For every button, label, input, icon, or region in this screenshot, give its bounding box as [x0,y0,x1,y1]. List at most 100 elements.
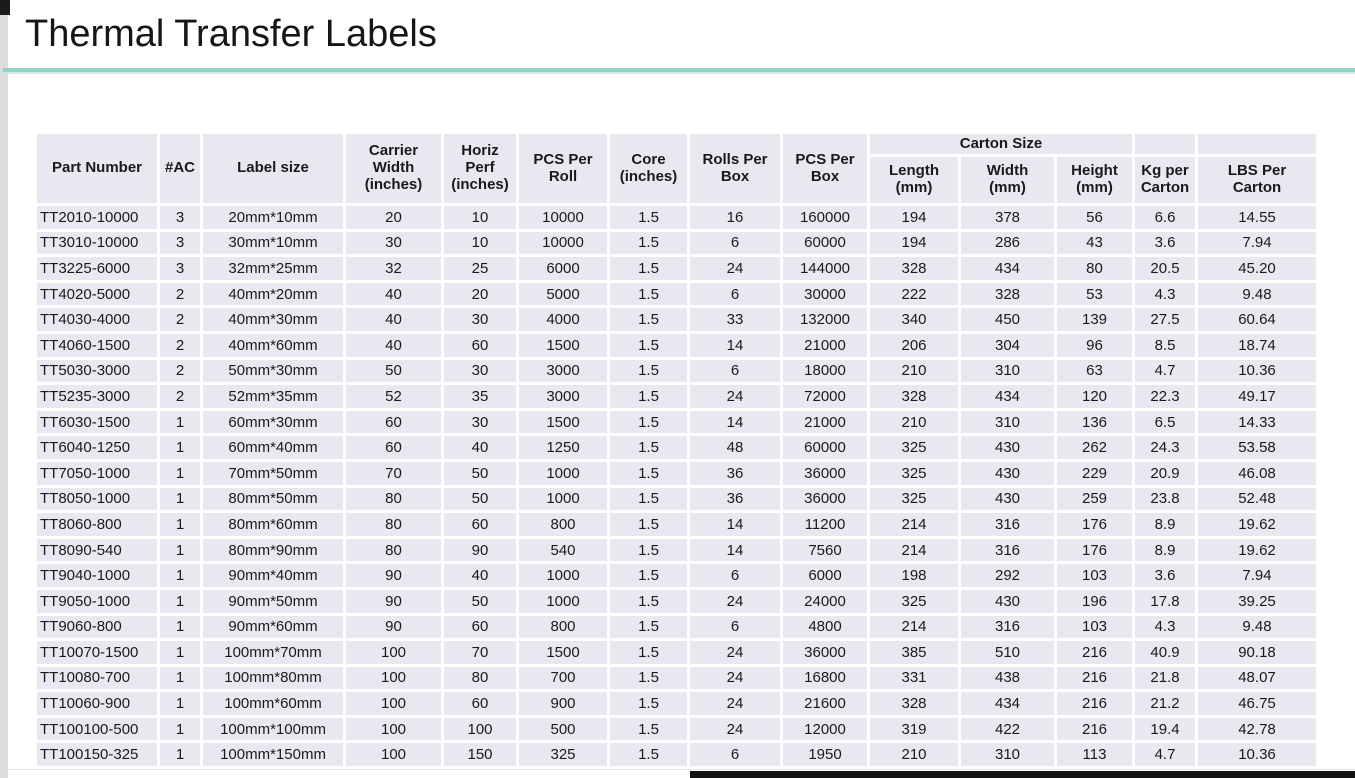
table-cell: 2 [160,282,200,306]
table-cell: 7.94 [1198,231,1316,255]
table-cell: 216 [1057,692,1132,715]
table-cell: 90 [346,615,441,639]
table-cell: 2 [160,308,200,331]
table-cell: 36000 [783,461,867,485]
table-cell: 160000 [783,206,867,229]
table-cell: 310 [961,743,1054,767]
table-cell: 40 [444,564,516,587]
table-cell: 3.6 [1135,564,1195,587]
table-cell: 100mm*150mm [203,743,343,767]
table-cell: 40.9 [1135,641,1195,664]
table-cell: 70mm*50mm [203,461,343,485]
table-cell: 1.5 [610,615,687,639]
table-cell: 19.62 [1198,538,1316,562]
table-cell: 18.74 [1198,333,1316,357]
table-cell: 325 [870,487,958,511]
table-cell: 3.6 [1135,231,1195,255]
table-cell: 40mm*20mm [203,282,343,306]
table-cell: 30 [444,359,516,383]
table-cell: 1500 [519,410,607,434]
table-cell: 80mm*50mm [203,487,343,511]
table-cell: 1.5 [610,692,687,715]
table-cell: 19.4 [1135,717,1195,741]
table-cell: 1 [160,589,200,613]
table-cell: 328 [961,282,1054,306]
table-cell: 1.5 [610,513,687,536]
table-cell: 53 [1057,282,1132,306]
table-cell: 6 [690,359,780,383]
table-cell: 36 [690,461,780,485]
table-cell: 1000 [519,564,607,587]
table-cell: 45.20 [1198,257,1316,280]
table-cell: 3 [160,231,200,255]
table-cell: 90 [444,538,516,562]
table-cell: 20.5 [1135,257,1195,280]
part-number-cell: TT3010-10000 [37,231,157,255]
table-cell: 14 [690,538,780,562]
table-cell: 10000 [519,206,607,229]
table-cell: 50mm*30mm [203,359,343,383]
table-cell: 90mm*60mm [203,615,343,639]
table-cell: 229 [1057,461,1132,485]
table-cell: 60000 [783,231,867,255]
table-cell: 43 [1057,231,1132,255]
column-header: Rolls Per Box [690,134,780,203]
table-cell: 14 [690,410,780,434]
table-cell: 2 [160,385,200,408]
table-cell: 7.94 [1198,564,1316,587]
table-cell: 8.5 [1135,333,1195,357]
table-cell: 10 [444,206,516,229]
carton-subheader: Length (mm) [870,157,958,203]
table-row: TT9040-1000 1 90mm*40mm 90 40 1000 1.5 6 6000 198… [37,564,1316,587]
table-cell: 40mm*60mm [203,333,343,357]
table-cell: 90.18 [1198,641,1316,664]
table-cell: 378 [961,206,1054,229]
table-cell: 24 [690,692,780,715]
table-cell: 331 [870,666,958,690]
table-cell: 12000 [783,717,867,741]
table-cell: 1000 [519,461,607,485]
table-cell: 1500 [519,333,607,357]
table-cell: 214 [870,615,958,639]
table-cell: 35 [444,385,516,408]
table-cell: 56 [1057,206,1132,229]
table-cell: 40 [346,282,441,306]
table-cell: 434 [961,385,1054,408]
table-cell: 22.3 [1135,385,1195,408]
table-cell: 14.33 [1198,410,1316,434]
table-cell: 80 [1057,257,1132,280]
table-cell: 30 [444,410,516,434]
header-spacer-cell [1198,134,1316,154]
table-cell: 14.55 [1198,206,1316,229]
table-cell: 1.5 [610,666,687,690]
part-number-cell: TT9050-1000 [37,589,157,613]
table-cell: 325 [870,461,958,485]
column-header: LBS Per Carton [1198,157,1316,203]
table-row: TT5030-3000 2 50mm*30mm 50 30 3000 1.5 6 18000 21… [37,359,1316,383]
table-cell: 103 [1057,564,1132,587]
table-cell: 103 [1057,615,1132,639]
table-cell: 80mm*60mm [203,513,343,536]
table-row: TT4020-5000 2 40mm*20mm 40 20 5000 1.5 6 30000 22… [37,282,1316,306]
table-cell: 3000 [519,385,607,408]
table-cell: 4.3 [1135,282,1195,306]
table-cell: 113 [1057,743,1132,767]
table-cell: 132000 [783,308,867,331]
table-cell: 1.5 [610,206,687,229]
table-cell: 36000 [783,641,867,664]
table-cell: 40 [444,436,516,459]
table-cell: 60 [444,692,516,715]
table-cell: 96 [1057,333,1132,357]
table-row: TT8050-1000 1 80mm*50mm 80 50 1000 1.5 36 36000 3… [37,487,1316,511]
header-row-top: Part Number #AC Label size Carrier Width (i… [37,134,1316,203]
table-cell: 16 [690,206,780,229]
table-cell: 60.64 [1198,308,1316,331]
table-cell: 1.5 [610,743,687,767]
table-cell: 262 [1057,436,1132,459]
table-cell: 24 [690,385,780,408]
part-number-cell: TT4020-5000 [37,282,157,306]
table-cell: 304 [961,333,1054,357]
table-cell: 6 [690,282,780,306]
table-cell: 325 [870,436,958,459]
table-cell: 52 [346,385,441,408]
